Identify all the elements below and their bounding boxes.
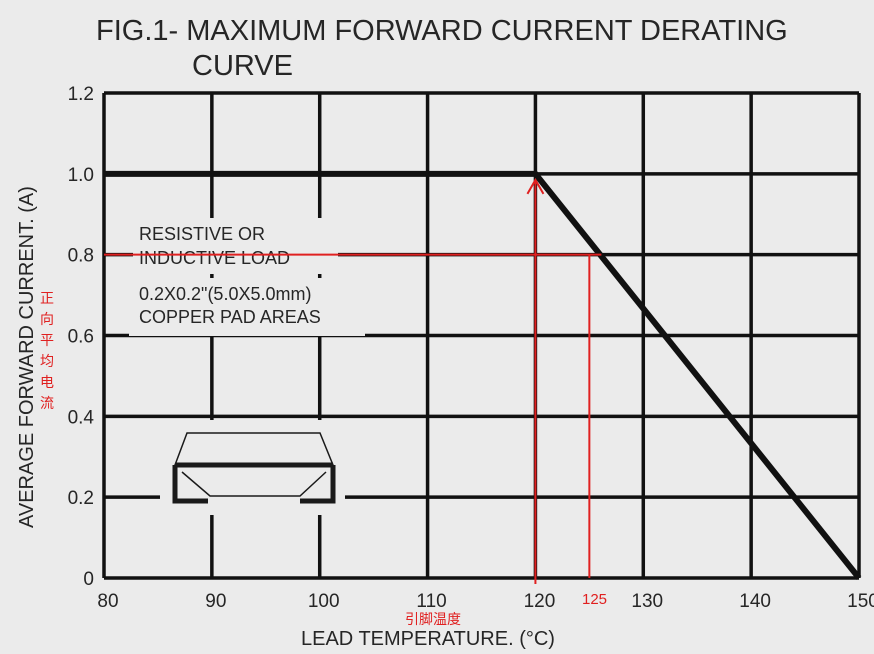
tick-labels: 0 0.2 0.4 0.6 0.8 1.0 1.2 80 90 100 110 120 130 140 15… xyxy=(68,84,874,612)
chart-title-line2: CURVE xyxy=(192,50,293,82)
red-125-label: 125 xyxy=(582,591,607,608)
y-tick-label-5: 1.0 xyxy=(68,165,94,186)
y-tick-label-6: 1.2 xyxy=(68,84,94,105)
y-tick-label-0: 0 xyxy=(83,569,94,590)
red-arrow-head xyxy=(526,177,545,195)
x-tick-label-2: 100 xyxy=(308,591,340,612)
series-line-0 xyxy=(104,170,862,580)
load-label-background xyxy=(133,218,338,274)
x-tick-label-6: 140 xyxy=(739,591,771,612)
cn-y-char-1: 向 xyxy=(40,312,54,328)
package-icon xyxy=(172,432,336,504)
y-tick-label-1: 0.2 xyxy=(68,488,94,509)
x-axis-label: LEAD TEMPERATURE. (°C) xyxy=(301,628,555,650)
cn-y-char-2: 平 xyxy=(40,333,54,349)
annotation-pad-line1: 0.2X0.2"(5.0X5.0mm) xyxy=(139,284,311,304)
cn-y-char-4: 电 xyxy=(40,375,54,391)
x-tick-label-3: 110 xyxy=(416,591,446,612)
series-group xyxy=(104,170,862,580)
pad-label-background xyxy=(129,278,365,336)
annotation-pad-line2: COPPER PAD AREAS xyxy=(139,307,321,327)
y-tick-label-4: 0.8 xyxy=(68,246,94,267)
y-tick-label-2: 0.4 xyxy=(68,407,95,428)
y-axis-label: AVERAGE FORWARD CURRENT. (A) xyxy=(16,186,38,528)
red-markups xyxy=(104,177,602,584)
x-tick-label-0: 80 xyxy=(97,591,118,612)
chart-title-line1: FIG.1- MAXIMUM FORWARD CURRENT DERATING xyxy=(96,15,788,47)
y-tick-label-3: 0.6 xyxy=(68,327,94,348)
annotation-load-line1: RESISTIVE OR xyxy=(139,224,265,244)
cn-y-char-3: 均 xyxy=(40,354,54,370)
cn-x-label: 引脚温度 xyxy=(405,612,461,628)
x-tick-label-5: 130 xyxy=(631,591,663,612)
x-tick-label-7: 150 xyxy=(847,591,874,612)
x-tick-label-1: 90 xyxy=(205,591,226,612)
cn-y-char-0: 正 xyxy=(40,291,54,307)
annotation-load-line2: INDUCTIVE LOAD xyxy=(139,248,290,268)
cn-y-char-5: 流 xyxy=(40,396,54,412)
x-tick-label-4: 120 xyxy=(524,591,556,612)
